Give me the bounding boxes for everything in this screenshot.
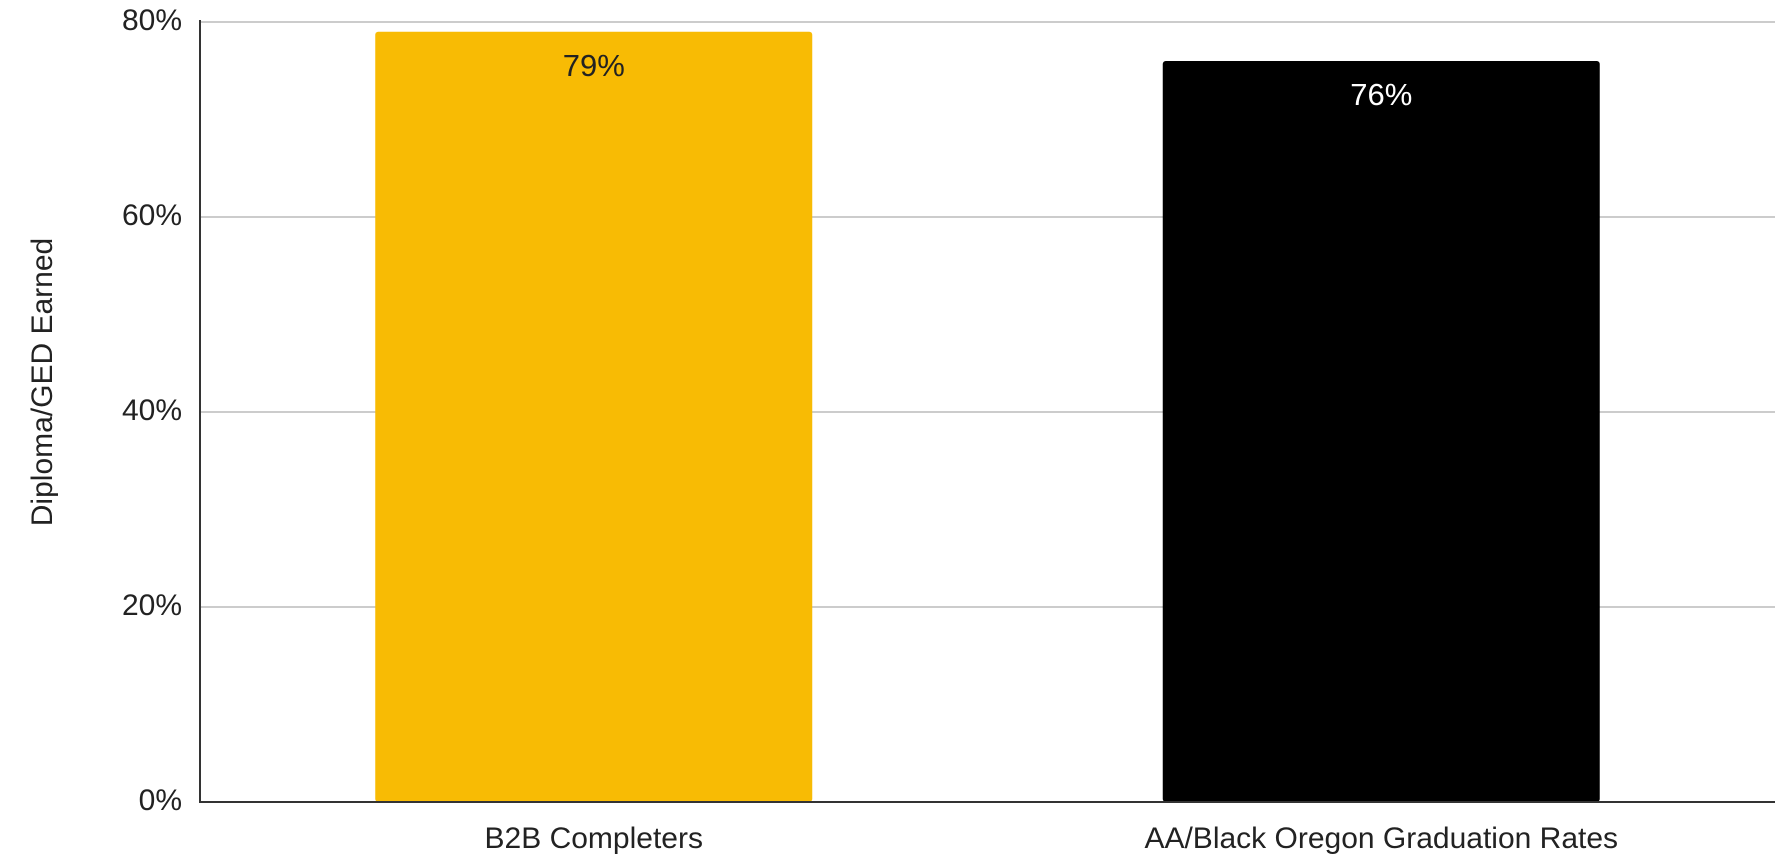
y-tick-label: 80% xyxy=(122,4,182,37)
x-tick-label: B2B Completers xyxy=(485,822,703,855)
bars xyxy=(375,31,1600,802)
data-label: 79% xyxy=(563,48,625,83)
y-tick-label: 20% xyxy=(122,589,182,622)
y-tick-label: 40% xyxy=(122,394,182,427)
x-tick-label: AA/Black Oregon Graduation Rates xyxy=(1144,822,1618,855)
y-axis-title: Diploma/GED Earned xyxy=(26,238,59,526)
bar xyxy=(1162,61,1600,802)
labels: 0% 20% 40% 60% 80% 79% B2B Completers 76% AA/Bla… xyxy=(122,4,1618,855)
y-tick-label: 60% xyxy=(122,199,182,232)
axes xyxy=(199,20,1775,803)
y-tick-label: 0% xyxy=(139,784,182,817)
data-label: 76% xyxy=(1350,77,1412,112)
bar xyxy=(375,31,813,802)
